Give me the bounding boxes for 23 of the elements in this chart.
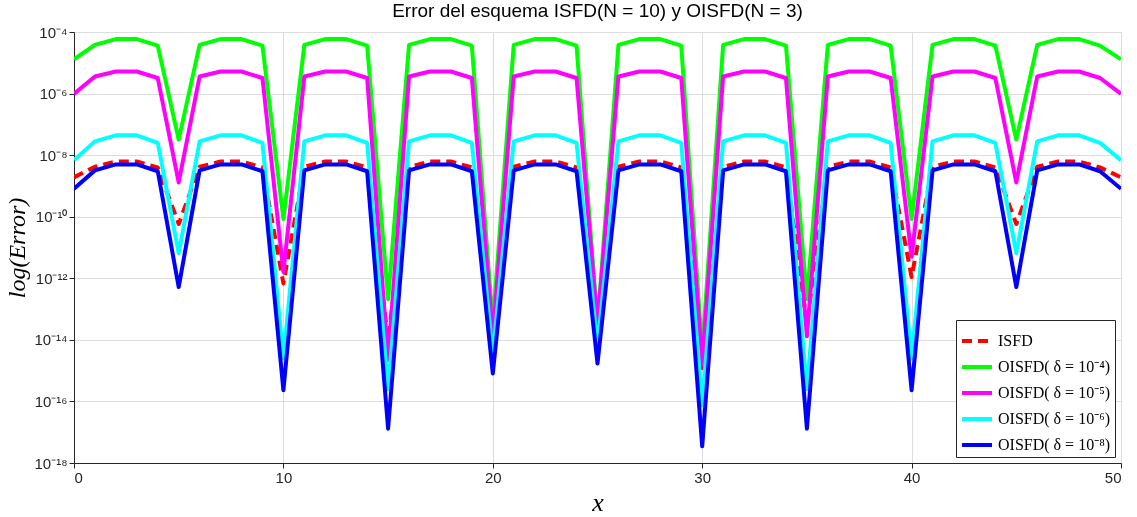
x-tick-label: 30	[694, 468, 712, 486]
legend-label: OISFD( δ = 10⁻⁸)	[998, 436, 1111, 454]
x-tick-label: 20	[484, 468, 502, 486]
x-tick-label: 0	[74, 468, 83, 486]
y-tick-label: 10⁻¹⁸	[34, 454, 68, 472]
x-tick-label: 40	[903, 468, 921, 486]
line-series	[74, 133, 1121, 408]
y-tick-label: 10⁻⁴	[39, 23, 68, 41]
y-axis-title: log(Error)	[4, 197, 31, 299]
legend-label: ISFD	[998, 332, 1033, 349]
x-axis-title: x	[591, 487, 605, 517]
legend-label: OISFD( δ = 10⁻⁶)	[998, 410, 1111, 428]
y-tick-label: 10⁻¹⁶	[34, 392, 68, 410]
legend-label: OISFD( δ = 10⁻⁵)	[998, 384, 1111, 402]
y-tick-label: 10⁻⁸	[39, 146, 68, 164]
y-tick-label: 10⁻¹²	[35, 269, 68, 287]
x-tick-label: 10	[275, 468, 293, 486]
y-tick-label: 10⁻¹⁴	[34, 331, 68, 349]
x-tick-label: 50	[1104, 468, 1122, 486]
legend-label: OISFD( δ = 10⁻⁴)	[998, 358, 1111, 376]
y-tick-label: 10⁻¹⁰	[35, 208, 68, 226]
chart-title: Error del esquema ISFD(N = 10) y OISFD(N = 3)	[392, 0, 803, 21]
y-tick-label: 10⁻⁶	[39, 85, 68, 103]
